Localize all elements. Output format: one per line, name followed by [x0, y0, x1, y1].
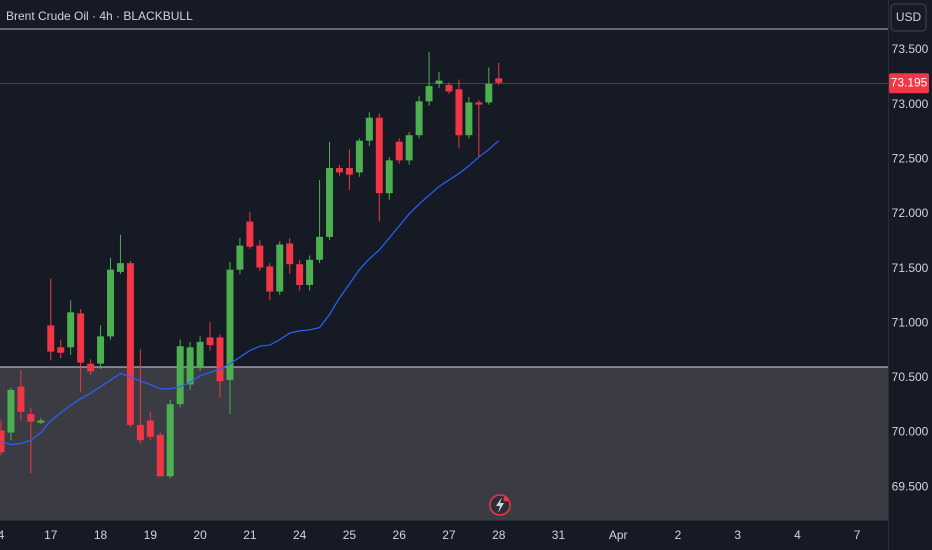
candle-body: [126, 263, 134, 425]
plot-area: [0, 52, 888, 520]
currency-label: USD: [896, 10, 922, 24]
candle-body: [365, 117, 373, 141]
candle-body: [335, 168, 343, 173]
last-price-box: [889, 73, 929, 94]
x-tick-label: 20: [193, 528, 207, 542]
candle-body: [87, 363, 95, 372]
candle-body: [256, 245, 264, 268]
candle-body: [107, 269, 114, 337]
x-tick-label: 4: [794, 528, 801, 542]
candle-body: [206, 337, 214, 346]
candle-body: [296, 264, 304, 285]
currency-button[interactable]: [890, 3, 927, 32]
candle-body: [385, 160, 393, 194]
candle-body: [405, 135, 413, 161]
candle-body: [116, 263, 124, 272]
y-tick-label: 71.000: [892, 315, 929, 329]
candle-body: [485, 83, 493, 103]
candle-body: [186, 347, 194, 385]
candle-body: [465, 102, 473, 136]
candle-body: [445, 84, 453, 92]
chart-title: Brent Crude Oil · 4h · BLACKBULL: [6, 9, 193, 23]
candle-body: [475, 102, 483, 105]
x-tick-label: 28: [492, 528, 506, 542]
candle-body: [266, 266, 274, 292]
candle-body: [27, 413, 35, 422]
y-tick-label: 73.000: [892, 97, 929, 111]
candle-body: [415, 101, 423, 136]
candle-body: [425, 86, 433, 102]
candle-body: [17, 386, 25, 412]
y-tick-label: 70.000: [892, 425, 929, 439]
candle-body: [77, 313, 85, 363]
x-tick-label: 4: [0, 528, 5, 542]
y-tick-label: 71.500: [892, 261, 929, 275]
candle-body: [435, 80, 443, 84]
candle-body: [286, 243, 294, 265]
candle-body: [136, 424, 144, 441]
candle-body: [216, 337, 224, 382]
candle-body: [156, 434, 164, 477]
x-tick-label: 18: [94, 528, 108, 542]
x-tick-label: 3: [734, 528, 741, 542]
candle-body: [226, 269, 234, 381]
x-tick-label: 19: [144, 528, 158, 542]
header-bg: [0, 0, 888, 28]
candle-body: [306, 259, 314, 285]
y-tick-label: 72.000: [892, 206, 929, 220]
candle-body: [375, 117, 383, 194]
moving-average: [0, 140, 500, 446]
candle-body: [47, 325, 55, 352]
candle-body: [345, 168, 353, 175]
candle-body: [37, 420, 45, 423]
candle-body: [236, 245, 244, 270]
x-tick-label: Apr: [609, 528, 628, 542]
y-tick-label: 72.500: [892, 151, 929, 165]
x-tick-label: 26: [393, 528, 407, 542]
x-tick-label: 17: [44, 528, 58, 542]
y-tick-label: 69.500: [892, 479, 929, 493]
candle-body: [176, 346, 184, 405]
candle-body: [196, 341, 204, 369]
x-tick-label: 2: [675, 528, 682, 542]
last-price-label: 73.195: [891, 75, 928, 89]
x-tick-label: 31: [552, 528, 566, 542]
x-tick-label: 27: [442, 528, 456, 542]
alert-icon[interactable]: [489, 494, 511, 516]
candle-body: [67, 312, 75, 348]
candle-body: [7, 389, 15, 433]
candle-body: [57, 347, 65, 353]
x-tick-label: 25: [343, 528, 357, 542]
candle-body: [455, 89, 463, 136]
candle-body: [395, 141, 403, 161]
candle-body: [326, 168, 333, 237]
candle-body: [146, 420, 154, 437]
x-tick-label: 24: [293, 528, 307, 542]
candle-body: [316, 236, 324, 260]
zone: [0, 366, 888, 520]
candle-body: [97, 336, 105, 364]
candle-body: [246, 221, 254, 247]
candle-body: [495, 78, 503, 83]
x-tick-label: 7: [854, 528, 861, 542]
x-tick-label: 21: [243, 528, 257, 542]
candle-body: [166, 404, 174, 477]
y-tick-label: 70.500: [892, 370, 929, 384]
y-tick-label: 73.500: [892, 42, 929, 56]
candle-body: [355, 140, 363, 173]
candle-body: [276, 244, 284, 292]
